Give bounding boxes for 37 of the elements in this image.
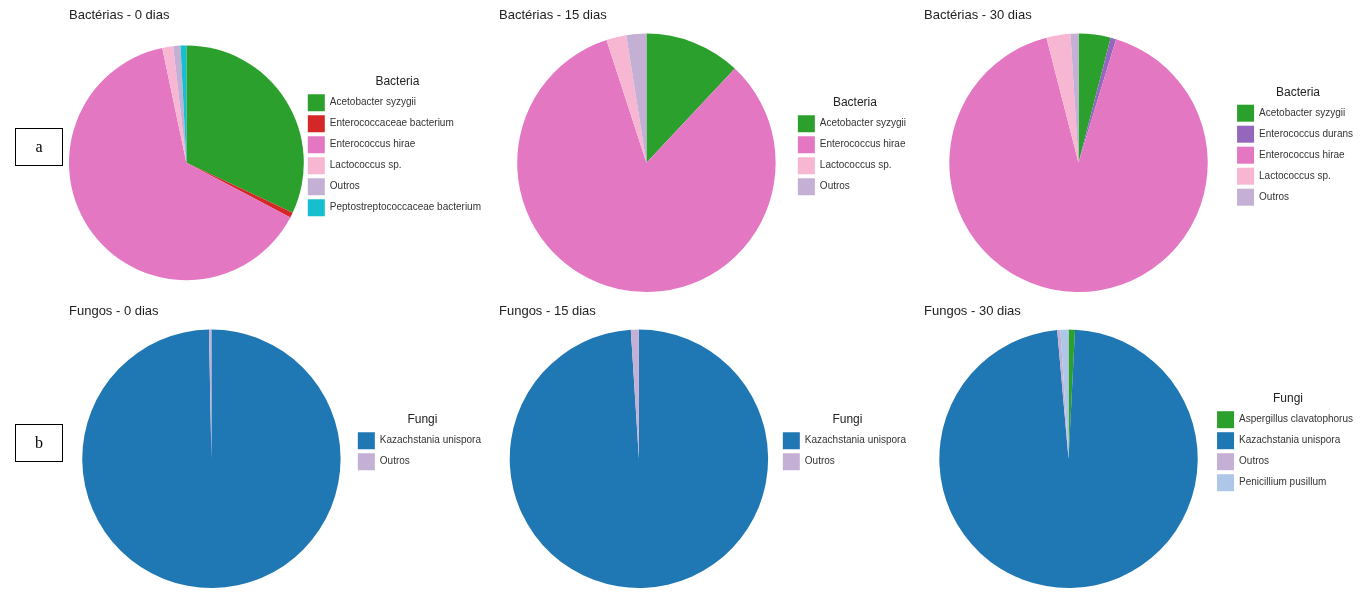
legend-label: Lactococcus sp. (1259, 169, 1331, 181)
chart-title: Fungos - 0 dias (69, 303, 160, 319)
chart-title: Bactérias - 30 dias (924, 7, 1033, 23)
chart-title: Bactérias - 0 dias (69, 7, 170, 23)
legend-label: Enterococcaceae bacterium (329, 117, 454, 129)
legend-label: Aspergillus clavatophorus (1239, 413, 1353, 425)
legend-label: Outros (379, 455, 410, 467)
legend-label: Enterococcus hirae (819, 138, 906, 150)
text: a (15, 128, 63, 166)
legend-label: Enterococcus durans (1259, 127, 1354, 139)
legend-label: Acetobacter syzygii (1259, 106, 1346, 118)
legend-label: Enterococcus hirae (1259, 148, 1346, 160)
chart-title: Fungos - 30 dias (924, 303, 1022, 319)
legend-title: Fungi (832, 412, 863, 427)
legend-label: Lactococcus sp. (819, 159, 892, 171)
legend-label: Kazachstania unispora (379, 434, 482, 446)
legend-title: Bacteria (375, 74, 420, 89)
text: b (15, 424, 63, 462)
legend-label: Peptostreptococcaceae bacterium (329, 201, 482, 213)
legend-label: Penicillium pusillum (1239, 476, 1327, 488)
legend-label: Outros (1259, 190, 1290, 202)
legend-title: Bacteria (1276, 84, 1321, 99)
legend-title: Fungi (407, 412, 438, 427)
legend-label: Outros (329, 180, 360, 192)
chart-title: Bactérias - 15 dias (499, 7, 608, 23)
legend-label: Outros (1239, 455, 1270, 467)
legend-label: Lactococcus sp. (329, 159, 402, 171)
legend-label: Enterococcus hirae (329, 138, 416, 150)
legend-label: Acetobacter syzygii (329, 96, 416, 108)
legend-title: Bacteria (832, 95, 878, 110)
legend-label: Outros (804, 455, 835, 467)
legend-title: Fungi (1273, 391, 1304, 406)
legend-label: Kazachstania unispora (1239, 434, 1341, 446)
chart-title: Fungos - 15 dias (499, 303, 597, 319)
legend-label: Outros (819, 180, 850, 192)
legend-label: Acetobacter syzygii (819, 117, 907, 129)
legend-label: Kazachstania unispora (804, 434, 907, 446)
